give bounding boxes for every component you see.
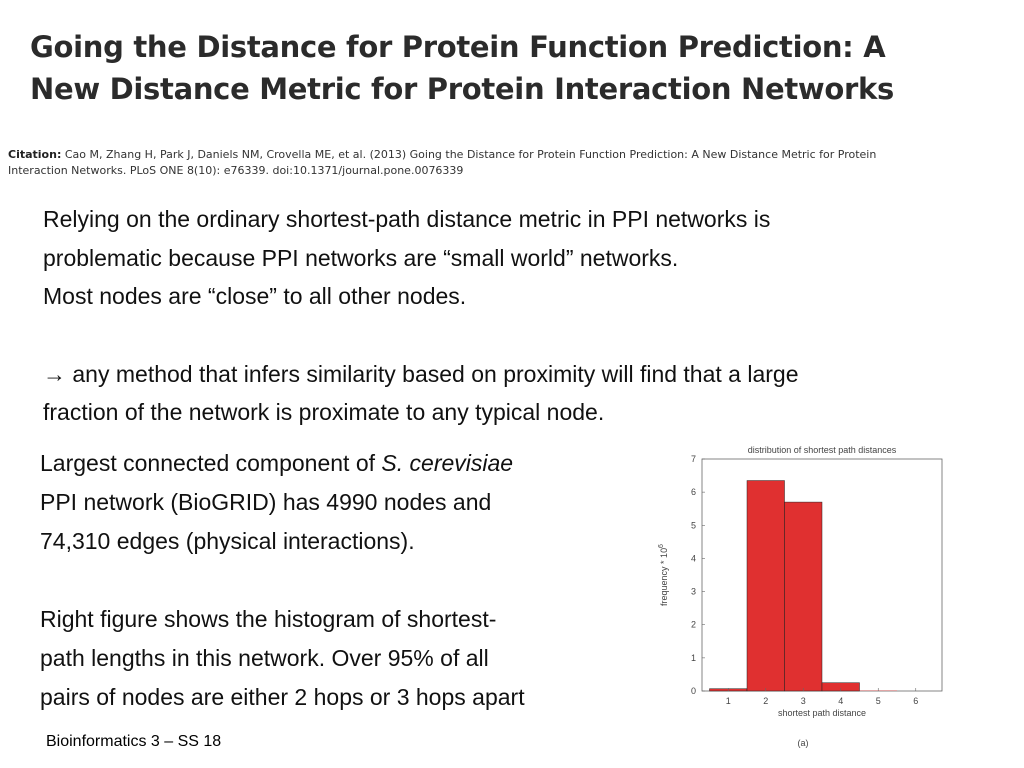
y-tick-label: 1 [691, 653, 696, 663]
conclusion-line-1: any method that infers similarity based … [66, 360, 799, 387]
figure-desc-line-1: Right figure shows the histogram of shor… [40, 606, 497, 632]
species-name: S. cerevisiae [381, 450, 514, 476]
y-axis-label: frequency * 106 [658, 544, 669, 606]
panel-label: (a) [798, 738, 809, 748]
citation-line-2: Interaction Networks. PLoS ONE 8(10): e7… [8, 164, 464, 177]
x-tick-label: 1 [726, 696, 731, 706]
x-tick-label: 6 [913, 696, 918, 706]
slide-title: Going the Distance for Protein Function … [30, 26, 1010, 110]
histogram-bar [784, 501, 823, 692]
citation-label: Citation: [8, 148, 62, 161]
intro-line-3: Most nodes are “close” to all other node… [43, 283, 467, 309]
intro-line-1: Relying on the ordinary shortest-path di… [43, 206, 771, 232]
y-tick-label: 4 [691, 553, 696, 563]
intro-line-2: problematic because PPI networks are “sm… [43, 244, 679, 271]
y-tick-label: 3 [691, 587, 696, 597]
histogram-figure: distribution of shortest path distances … [640, 436, 970, 756]
stats-line-2: PPI network (BioGRID) has 4990 nodes and [40, 489, 492, 515]
network-stats-text: Largest connected component of S. cerevi… [40, 444, 650, 717]
figure-desc-line-2: path lengths in this network. Over 95% o… [40, 645, 489, 671]
footer: Bioinformatics 3 – SS 18 [46, 733, 222, 750]
stats-line-3: 74,310 edges (physical interactions). [40, 528, 415, 554]
y-axis-label-text: frequency * 10 [659, 548, 669, 606]
y-tick-label: 6 [691, 487, 696, 497]
y-tick-label: 2 [691, 620, 696, 630]
intro-paragraph: Relying on the ordinary shortest-path di… [43, 200, 1003, 432]
y-axis-exponent: 6 [658, 544, 665, 548]
title-line-1: Going the Distance for Protein Function … [30, 30, 886, 64]
conclusion-line-2: fraction of the network is proximate to … [43, 399, 605, 425]
y-tick-label: 5 [691, 520, 696, 530]
histogram-bar [746, 480, 785, 692]
x-tick-label: 5 [876, 696, 881, 706]
histogram-chart: distribution of shortest path distances … [658, 445, 943, 748]
citation: Citation: Cao M, Zhang H, Park J, Daniel… [8, 147, 1020, 179]
stats-line-1-prefix: Largest connected component of [40, 450, 382, 476]
x-tick-label: 2 [763, 696, 768, 706]
arrow-symbol: → [43, 360, 66, 387]
x-tick-label: 4 [838, 696, 843, 706]
y-tick-label: 0 [691, 686, 696, 696]
figure-desc-line-3: pairs of nodes are either 2 hops or 3 ho… [40, 684, 525, 710]
x-tick-label: 3 [801, 696, 806, 706]
title-line-2: New Distance Metric for Protein Interact… [30, 72, 894, 106]
y-tick-label: 7 [691, 454, 696, 464]
chart-title: distribution of shortest path distances [748, 445, 897, 455]
citation-line-1: Cao M, Zhang H, Park J, Daniels NM, Crov… [64, 148, 877, 161]
x-axis-label: shortest path distance [778, 708, 866, 718]
